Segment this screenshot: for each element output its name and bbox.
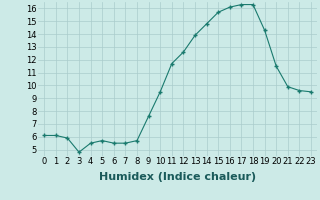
X-axis label: Humidex (Indice chaleur): Humidex (Indice chaleur)	[99, 172, 256, 182]
